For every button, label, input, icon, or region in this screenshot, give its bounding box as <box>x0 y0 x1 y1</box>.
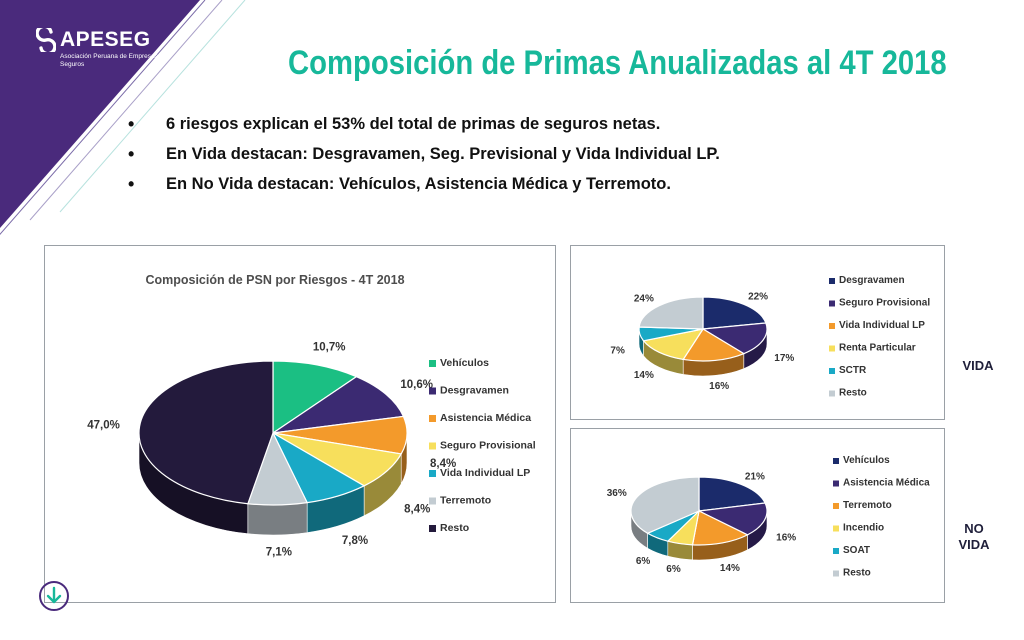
bullet-list: 6 riesgos explican el 53% del total de p… <box>128 112 720 202</box>
legend-label: Desgravamen <box>839 275 905 286</box>
bullet-item: En Vida destacan: Desgravamen, Seg. Prev… <box>128 142 720 172</box>
legend-swatch <box>829 390 835 397</box>
pie-slice-side <box>247 502 308 536</box>
no-vida-chart-panel: 21% 16% 14% 6% 6% 36% Vehículos Asistencia Médi… <box>570 428 945 603</box>
main-pie-chart: Composición de PSN por Riesgos - 4T 2018… <box>87 273 536 558</box>
data-label: 10,6% <box>400 379 433 391</box>
pie-slice <box>701 322 768 355</box>
data-label: 47,0% <box>87 419 120 431</box>
legend-swatch <box>833 480 839 487</box>
legend-label: SOAT <box>843 545 870 556</box>
legend-label: Vehículos <box>440 357 489 369</box>
legend-swatch <box>829 345 835 352</box>
legend-label: Terremoto <box>440 495 491 507</box>
data-label: 16% <box>709 381 729 392</box>
data-label: 14% <box>634 370 654 381</box>
pie-slice <box>698 476 766 512</box>
bullet-item: 6 riesgos explican el 53% del total de p… <box>128 112 720 142</box>
data-label: 8,4% <box>430 458 456 470</box>
download-icon[interactable] <box>38 580 70 612</box>
data-label: 6% <box>666 564 681 575</box>
vida-pie-chart: 22% 17% 16% 14% 7% 24% Desgravamen Seguro Provi… <box>610 275 930 399</box>
bullet-item: En No Vida destacan: Vehículos, Asistenc… <box>128 172 720 202</box>
pie-slice <box>696 502 768 536</box>
logo-name: APESEG <box>60 28 151 51</box>
data-label: 21% <box>745 471 765 482</box>
legend-swatch <box>833 548 839 554</box>
no-vida-label: NO VIDA <box>944 521 1004 553</box>
data-label: 36% <box>607 488 627 499</box>
legend-swatch <box>429 360 436 367</box>
data-label: 7,8% <box>342 535 368 547</box>
pie-slice <box>638 296 704 330</box>
legend-label: Asistencia Médica <box>843 478 930 489</box>
data-label: 7,1% <box>266 546 292 558</box>
data-label: 24% <box>634 294 654 305</box>
apeseg-logo-icon <box>36 28 56 52</box>
legend-swatch <box>429 525 436 532</box>
legend-swatch <box>429 497 436 505</box>
no-vida-label-line1: NO <box>964 521 984 536</box>
legend-label: Resto <box>843 568 871 579</box>
pie-slice <box>138 360 274 505</box>
legend-swatch <box>429 470 436 477</box>
no-vida-label-line2: VIDA <box>958 537 990 552</box>
legend-label: Terremoto <box>843 500 892 511</box>
legend-label: Seguro Provisional <box>440 440 536 452</box>
legend-label: Vehículos <box>843 455 890 466</box>
page-title: Composición de Primas Anualizadas al 4T … <box>288 44 947 82</box>
legend-swatch <box>429 442 436 450</box>
vida-label: VIDA <box>948 358 1008 374</box>
legend-swatch <box>829 368 835 374</box>
corner-decoration <box>0 0 246 236</box>
legend-swatch <box>833 503 839 509</box>
legend-swatch <box>833 570 839 577</box>
data-label: 22% <box>748 292 768 303</box>
legend-label: Desgravamen <box>440 385 509 397</box>
legend-label: Asistencia Médica <box>440 412 531 424</box>
legend-swatch <box>829 323 835 329</box>
legend-swatch <box>833 458 839 464</box>
data-label: 10,7% <box>313 342 346 354</box>
legend-swatch <box>429 387 436 395</box>
logo-subtitle: Asociación Peruana de Empresas de Seguro… <box>60 53 167 68</box>
legend-label: Incendio <box>843 523 884 534</box>
legend-label: Resto <box>440 522 469 534</box>
vida-label-text: VIDA <box>962 358 994 373</box>
pie-slice <box>272 360 358 435</box>
pie-slice <box>702 296 767 330</box>
no-vida-pie-chart: 21% 16% 14% 6% 6% 36% Vehículos Asistencia Médi… <box>607 455 930 579</box>
legend-label: Renta Particular <box>839 343 916 354</box>
data-label: 6% <box>636 556 651 567</box>
legend-swatch <box>829 278 835 284</box>
data-label: 16% <box>776 533 796 544</box>
data-label: 8,4% <box>404 504 430 516</box>
legend-swatch <box>429 415 436 422</box>
data-label: 17% <box>774 353 794 364</box>
legend-label: SCTR <box>839 365 867 376</box>
legend-label: Seguro Provisional <box>839 298 930 309</box>
legend-label: Vida Individual LP <box>440 467 530 479</box>
legend-swatch <box>833 525 839 532</box>
main-chart-panel: Composición de PSN por Riesgos - 4T 2018… <box>44 245 556 603</box>
pie-slice <box>630 476 700 534</box>
legend-label: Resto <box>839 388 867 399</box>
chart-title: Composición de PSN por Riesgos - 4T 2018 <box>145 273 404 287</box>
vida-chart-panel: 22% 17% 16% 14% 7% 24% Desgravamen Seguro Provi… <box>570 245 945 420</box>
legend-label: Vida Individual LP <box>839 320 925 331</box>
data-label: 7% <box>610 345 625 356</box>
data-label: 14% <box>720 563 740 574</box>
pie-slice <box>272 375 405 434</box>
pie-slice <box>691 510 749 546</box>
legend-swatch <box>829 300 835 307</box>
